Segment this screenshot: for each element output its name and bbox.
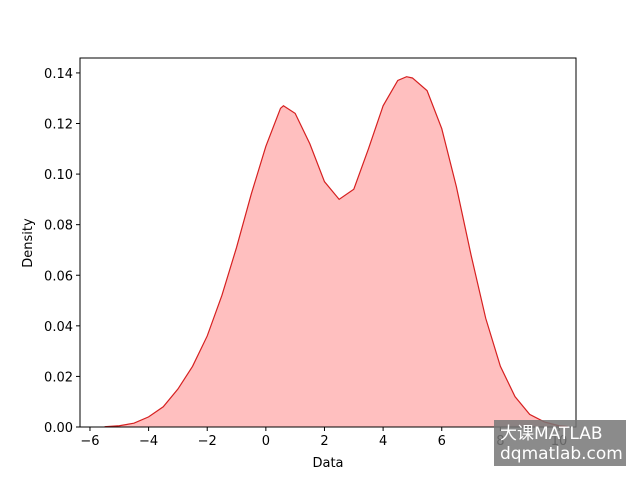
watermark-bg: [494, 420, 626, 466]
y-tick-label: 0.12: [44, 118, 73, 133]
y-tick-label: 0.00: [44, 421, 73, 436]
x-tick-label: 4: [379, 434, 387, 449]
watermark: 大课MATLAB: [500, 424, 603, 444]
plot-frame: [79, 57, 577, 428]
y-tick-label: 0.08: [44, 219, 73, 234]
x-tick-label: 2: [320, 434, 328, 449]
area-fill: [104, 76, 568, 427]
x-axis-label: Data: [312, 456, 343, 471]
density-line: [104, 76, 568, 428]
x-tick-label: −2: [198, 434, 217, 449]
y-tick-label: 0.10: [44, 168, 73, 183]
y-tick-label: 0.02: [44, 370, 73, 385]
y-axis-label: Density: [21, 218, 36, 268]
x-tick-label: −4: [139, 434, 158, 449]
y-tick-label: 0.14: [44, 67, 73, 82]
watermark: dqmatlab.com: [500, 444, 623, 464]
y-tick-label: 0.06: [44, 269, 73, 284]
y-tick-label: 0.04: [44, 320, 73, 335]
x-tick-label: −6: [80, 434, 99, 449]
x-tick-label: 6: [438, 434, 446, 449]
x-tick-label: 0: [262, 434, 270, 449]
